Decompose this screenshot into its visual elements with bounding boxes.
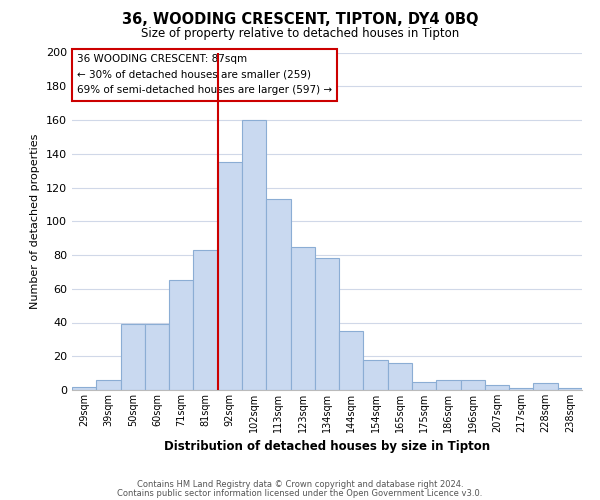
Text: 36 WOODING CRESCENT: 87sqm
← 30% of detached houses are smaller (259)
69% of sem: 36 WOODING CRESCENT: 87sqm ← 30% of deta… — [77, 54, 332, 96]
Bar — [290, 246, 315, 390]
Text: Contains HM Land Registry data © Crown copyright and database right 2024.: Contains HM Land Registry data © Crown c… — [137, 480, 463, 489]
Bar — [145, 324, 169, 390]
Bar — [121, 324, 145, 390]
Bar — [96, 380, 121, 390]
Bar — [242, 120, 266, 390]
X-axis label: Distribution of detached houses by size in Tipton: Distribution of detached houses by size … — [164, 440, 490, 454]
Bar — [558, 388, 582, 390]
Bar — [169, 280, 193, 390]
Bar — [218, 162, 242, 390]
Bar — [266, 200, 290, 390]
Text: Size of property relative to detached houses in Tipton: Size of property relative to detached ho… — [141, 28, 459, 40]
Bar — [72, 386, 96, 390]
Bar — [461, 380, 485, 390]
Bar — [193, 250, 218, 390]
Bar — [509, 388, 533, 390]
Y-axis label: Number of detached properties: Number of detached properties — [31, 134, 40, 309]
Bar — [485, 385, 509, 390]
Bar — [339, 331, 364, 390]
Text: Contains public sector information licensed under the Open Government Licence v3: Contains public sector information licen… — [118, 488, 482, 498]
Bar — [436, 380, 461, 390]
Bar — [315, 258, 339, 390]
Bar — [388, 363, 412, 390]
Bar — [412, 382, 436, 390]
Text: 36, WOODING CRESCENT, TIPTON, DY4 0BQ: 36, WOODING CRESCENT, TIPTON, DY4 0BQ — [122, 12, 478, 28]
Bar — [364, 360, 388, 390]
Bar — [533, 383, 558, 390]
